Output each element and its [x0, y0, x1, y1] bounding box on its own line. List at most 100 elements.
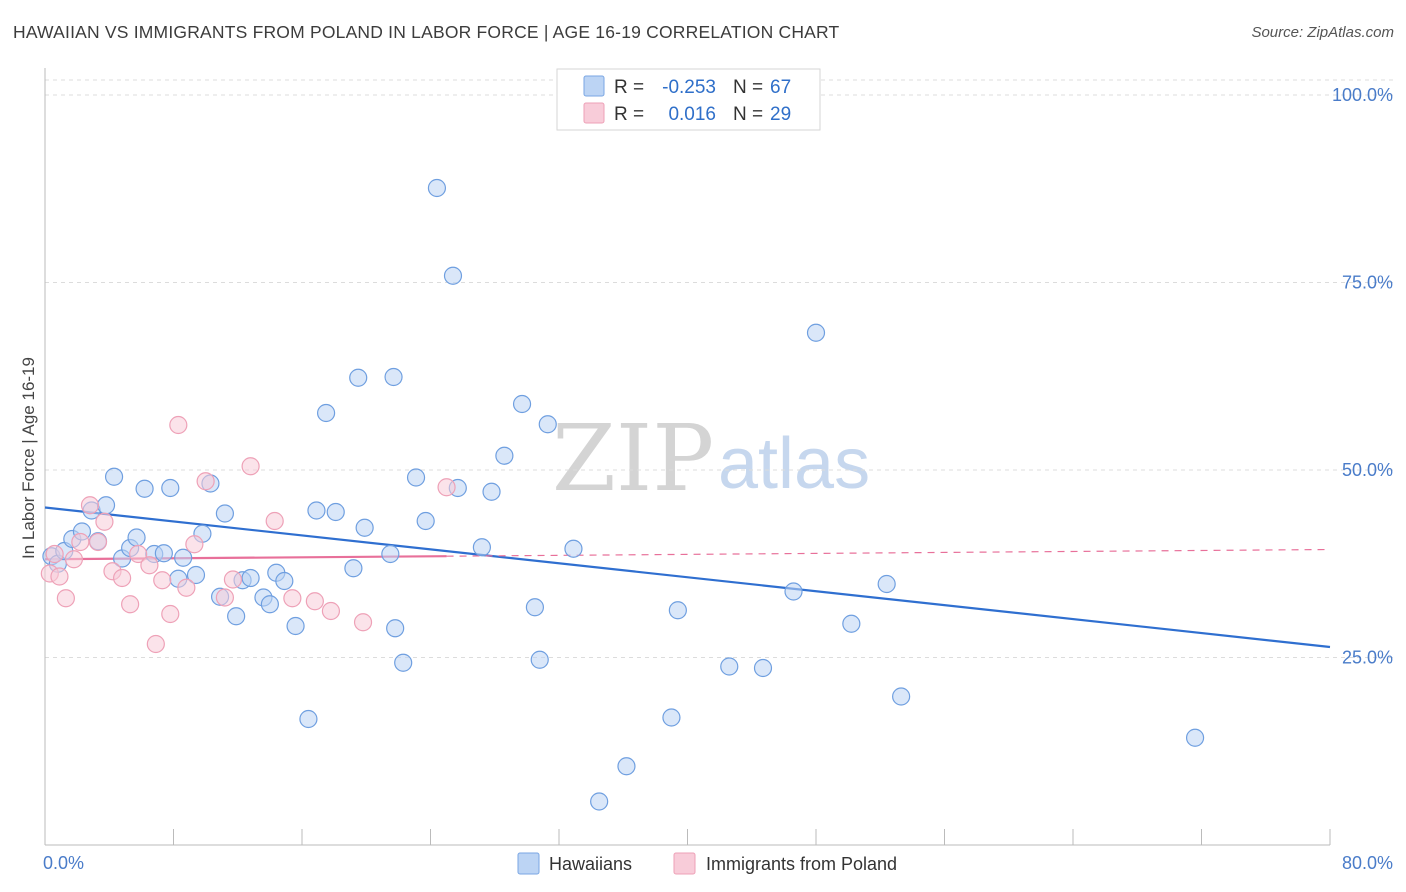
hawaiians-point — [135, 479, 154, 498]
watermark-atlas: atlas — [718, 424, 870, 504]
data-points — [40, 178, 1205, 811]
legend-r-value: 0.016 — [668, 104, 716, 125]
hawaiians-point — [384, 367, 403, 387]
x-tick-labels: 0.0% 80.0% — [43, 853, 1393, 873]
hawaiians-point — [186, 565, 206, 585]
poland-point — [265, 511, 284, 531]
poland-point — [88, 532, 108, 552]
hawaiians-point — [316, 403, 336, 423]
poland-point — [353, 613, 373, 632]
poland-trend-line — [44, 555, 447, 561]
hawaiians-point — [443, 266, 463, 285]
legend-n-label: N = — [733, 104, 763, 125]
poland-point — [112, 568, 132, 588]
hawaiians-point — [241, 568, 260, 588]
legend-swatch-poland — [583, 102, 605, 124]
hawaiians-point — [530, 650, 549, 669]
legend-top: R = -0.253 N = 67 R = 0.016 N = 29 — [556, 68, 821, 131]
hawaiians-point — [275, 571, 294, 591]
chart-title: HAWAIIAN VS IMMIGRANTS FROM POLAND IN LA… — [13, 22, 840, 42]
poland-point — [215, 588, 234, 607]
poland-point — [321, 601, 341, 621]
hawaiians-point — [427, 178, 447, 198]
watermark-zip: ZIP — [552, 405, 714, 512]
hawaiians-point — [892, 687, 911, 706]
y-tick-labels: 25.0% 50.0% 75.0% 100.0% — [1332, 85, 1393, 668]
poland-point — [185, 535, 204, 554]
poland-point — [71, 532, 90, 552]
y-tick-label: 100.0% — [1332, 85, 1393, 105]
hawaiians-point — [564, 539, 583, 558]
poland-point — [161, 604, 180, 624]
hawaiians-point — [482, 482, 501, 501]
y-tick-label: 50.0% — [1342, 460, 1393, 480]
hawaiians-point — [161, 478, 180, 498]
poland-point — [64, 550, 84, 569]
hawaiians-point — [227, 607, 246, 626]
hawaiians-trend-line — [44, 506, 1331, 649]
y-tick-label: 75.0% — [1342, 273, 1393, 293]
hawaiians-point — [96, 496, 116, 515]
legend-n-label: N = — [733, 77, 763, 98]
hawaiians-point — [590, 792, 609, 811]
hawaiians-point — [662, 708, 681, 727]
hawaiians-point — [349, 368, 368, 387]
poland-point — [153, 571, 172, 590]
poland-point — [95, 512, 114, 531]
hawaiians-point — [512, 394, 532, 414]
x-tick-label: 80.0% — [1342, 853, 1393, 873]
hawaiians-point — [538, 415, 557, 434]
poland-point — [283, 589, 302, 608]
hawaiians-point — [381, 544, 400, 564]
legend-swatch-hawaiians — [583, 75, 605, 97]
poland-point — [305, 592, 324, 611]
poland-point — [437, 478, 456, 497]
legend-n-value: 29 — [770, 104, 791, 125]
hawaiians-point — [394, 653, 413, 672]
hawaiians-point — [355, 518, 374, 537]
legend-r-label: R = — [614, 104, 644, 125]
poland-point — [169, 415, 188, 435]
hawaiians-point — [104, 467, 124, 486]
hawaiians-point — [668, 601, 687, 620]
y-axis-label: In Labor Force | Age 16-19 — [19, 357, 38, 559]
legend-bottom-label-poland: Immigrants from Poland — [706, 854, 897, 874]
x-tick-label: 0.0% — [43, 853, 84, 873]
hawaiians-point — [617, 757, 636, 776]
poland-point — [45, 544, 64, 564]
hawaiians-point — [525, 598, 545, 617]
axes — [44, 68, 1331, 846]
trend-lines — [44, 506, 1331, 649]
hawaiians-point — [806, 323, 826, 342]
legend-bottom-label-hawaiians: Hawaiians — [549, 854, 632, 874]
hawaiians-point — [344, 559, 363, 578]
legend-n-value: 67 — [770, 77, 791, 98]
hawaiians-point — [406, 468, 426, 487]
poland-point — [140, 556, 159, 575]
poland-trend-line-dashed — [446, 548, 1331, 557]
y-tick-label: 25.0% — [1342, 648, 1393, 668]
hawaiians-point — [784, 582, 803, 601]
hawaiians-point — [842, 614, 861, 633]
hawaiians-point — [472, 538, 491, 557]
hawaiians-point — [286, 616, 305, 636]
hawaiians-point — [495, 446, 514, 465]
hawaiians-point — [260, 595, 279, 614]
hawaiians-point — [326, 502, 345, 522]
hawaiians-point — [127, 528, 146, 547]
poland-point — [177, 578, 196, 597]
poland-point — [146, 634, 165, 654]
poland-point — [129, 544, 148, 564]
poland-point — [121, 595, 140, 614]
poland-point — [80, 496, 100, 515]
hawaiians-point — [386, 619, 405, 638]
hawaiians-point — [299, 709, 318, 729]
source-label: Source: ZipAtlas.com — [1251, 24, 1394, 41]
hawaiians-point — [753, 658, 773, 678]
poland-point — [241, 457, 260, 476]
legend-bottom: Hawaiians Immigrants from Poland — [517, 852, 897, 875]
poland-point — [56, 589, 75, 608]
poland-point — [50, 567, 69, 586]
hawaiians-point — [215, 504, 234, 523]
legend-r-value: -0.253 — [662, 77, 716, 98]
